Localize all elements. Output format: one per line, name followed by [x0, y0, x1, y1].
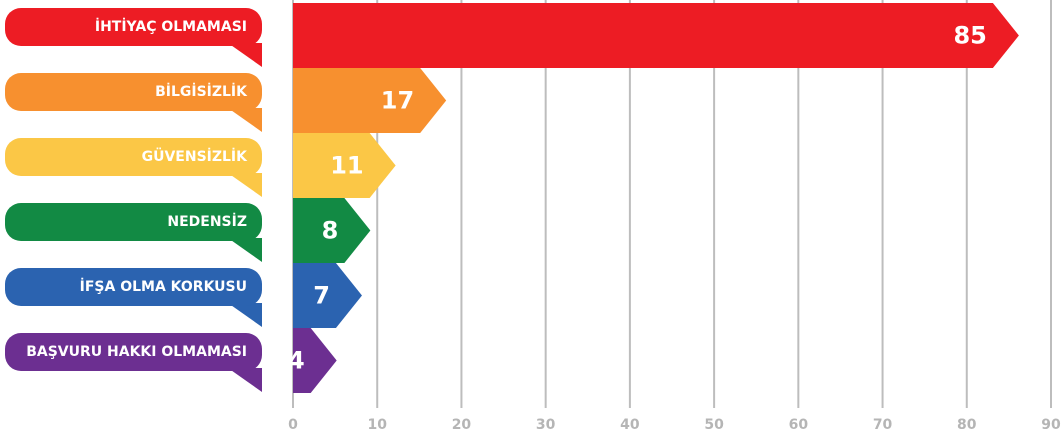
bar: [293, 198, 371, 263]
category-label: İFŞA OLMA KORKUSU: [80, 278, 247, 295]
category-label: GÜVENSİZLİK: [142, 147, 249, 165]
category-tab-tail: [228, 43, 262, 67]
category-tab: [5, 268, 262, 306]
x-tick-label: 10: [367, 417, 387, 433]
category-tab-tail: [228, 238, 262, 262]
category-tab-tail: [228, 108, 262, 132]
bar: [293, 133, 396, 198]
category-tab: [5, 333, 262, 371]
value-label: 17: [381, 87, 414, 115]
x-tick-label: 40: [620, 417, 640, 433]
value-label: 8: [322, 217, 339, 245]
category-label: BAŞVURU HAKKI OLMAMASI: [26, 344, 247, 360]
category-label: BİLGİSİZLİK: [155, 83, 248, 100]
x-tick-label: 60: [789, 417, 809, 433]
category-tab-tail: [228, 303, 262, 327]
value-label: 7: [313, 282, 330, 310]
x-tick-label: 90: [1041, 417, 1061, 433]
bar: [293, 263, 362, 328]
category-tab: [5, 73, 262, 111]
x-tick-label: 70: [873, 417, 893, 433]
value-label: 11: [330, 152, 363, 180]
bar: [293, 68, 447, 133]
category-tab-tail: [228, 368, 262, 392]
x-tick-label: 80: [957, 417, 977, 433]
category-tab: [5, 8, 262, 46]
category-label: NEDENSİZ: [167, 213, 247, 230]
category-label: İHTİYAÇ OLMAMASI: [95, 18, 247, 35]
value-label: 85: [953, 22, 986, 50]
x-tick-label: 20: [452, 417, 472, 433]
value-label: 4: [288, 347, 305, 375]
category-tab-tail: [228, 173, 262, 197]
bar: [293, 328, 337, 393]
x-tick-label: 50: [704, 417, 724, 433]
bar: [293, 3, 1019, 68]
x-tick-label: 0: [288, 417, 298, 433]
category-tab: [5, 138, 262, 176]
category-tab: [5, 203, 262, 241]
x-tick-label: 30: [536, 417, 556, 433]
